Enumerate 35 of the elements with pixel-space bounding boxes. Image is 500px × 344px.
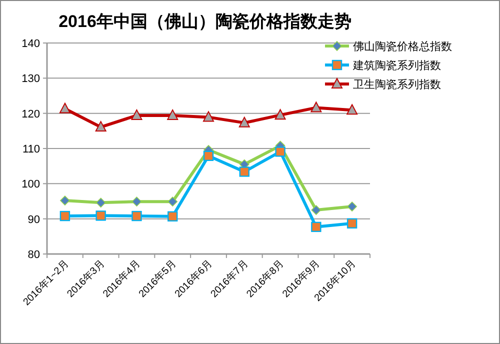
point (275, 146, 286, 157)
legend-label: 建筑陶瓷系列指数 (352, 59, 441, 72)
point (168, 211, 178, 222)
point (239, 166, 250, 177)
legend-label: 佛山陶瓷价格总指数 (353, 40, 452, 53)
point (59, 102, 70, 114)
legend-label: 卫生陶瓷系列指数 (353, 78, 441, 91)
y-tick-label: 140 (22, 38, 40, 50)
point (346, 218, 358, 229)
y-tick-label: 80 (28, 249, 40, 261)
point (347, 202, 357, 212)
y-tick-label: 110 (22, 144, 40, 156)
point (274, 109, 286, 120)
point (238, 116, 250, 128)
point (60, 196, 70, 206)
point (132, 210, 142, 222)
point (346, 104, 358, 115)
point (131, 109, 142, 120)
point (167, 109, 178, 120)
y-tick-label: 130 (22, 73, 40, 86)
point (96, 210, 106, 221)
point (310, 102, 322, 112)
point (203, 111, 214, 122)
point (203, 150, 214, 161)
y-tick-label: 120 (22, 108, 40, 120)
point (311, 205, 322, 215)
point (311, 222, 322, 232)
point (168, 196, 178, 206)
chart-title: 2016年中国（佛山）陶瓷价格指数走势 (58, 12, 352, 31)
point (60, 210, 70, 222)
point (96, 198, 106, 208)
point (132, 196, 142, 206)
y-tick-label: 90 (28, 214, 40, 226)
y-tick-label: 100 (22, 178, 40, 191)
point (95, 121, 106, 132)
